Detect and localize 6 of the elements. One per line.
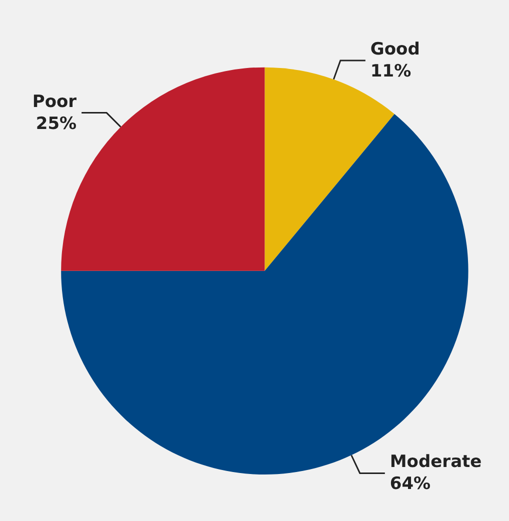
- slice-label: Good: [370, 40, 420, 60]
- data-label: 11%: [370, 62, 412, 82]
- data-label: 25%: [36, 114, 77, 134]
- data-label: 64%: [390, 474, 431, 494]
- slice-label: Moderate: [390, 452, 482, 472]
- slice-label: Poor: [32, 92, 78, 112]
